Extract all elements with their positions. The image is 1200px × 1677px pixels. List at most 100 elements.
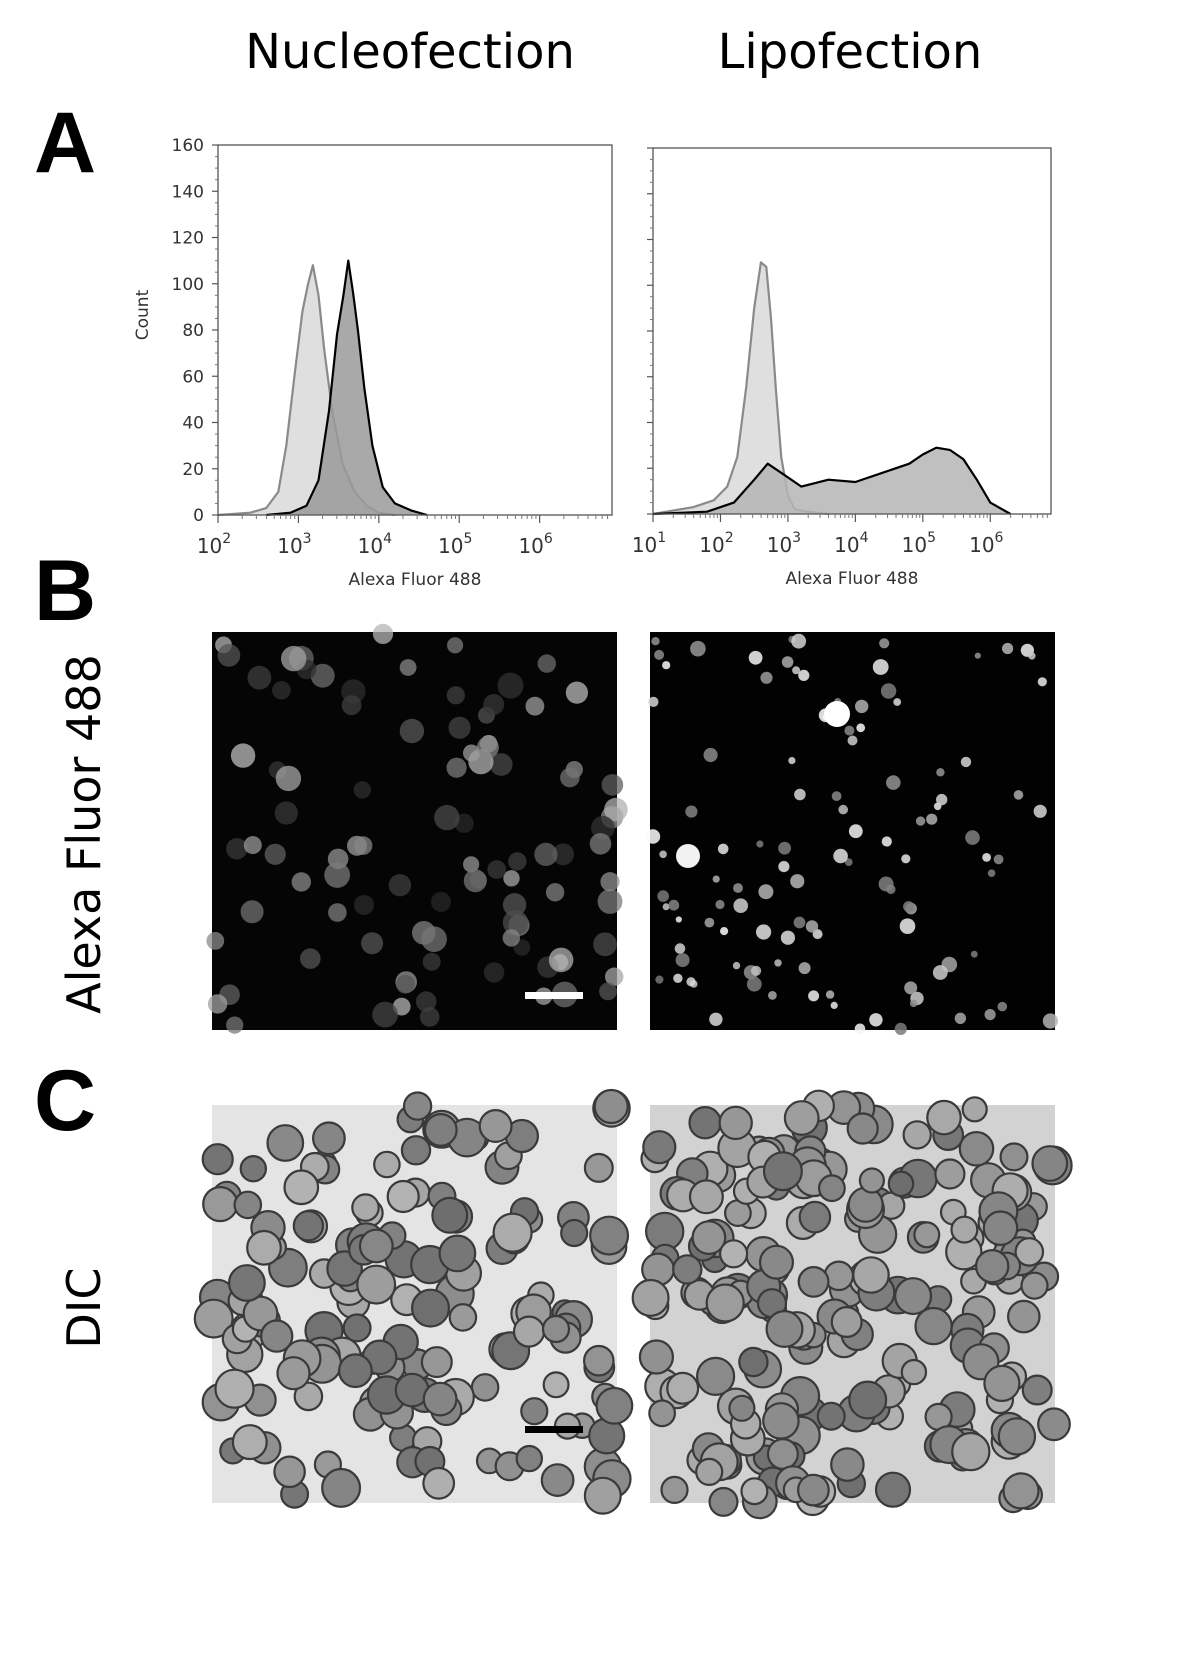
cell bbox=[463, 869, 487, 893]
cell bbox=[703, 747, 718, 763]
cell bbox=[386, 1179, 420, 1214]
fluorescence-image-nucleofection bbox=[206, 623, 628, 1034]
cell bbox=[833, 848, 848, 864]
cell bbox=[246, 1229, 282, 1266]
cell bbox=[1031, 1145, 1069, 1182]
cell bbox=[768, 991, 777, 1000]
cell bbox=[893, 698, 902, 706]
cell bbox=[358, 1228, 394, 1264]
cell bbox=[595, 1386, 634, 1425]
x-tick-label: 102 bbox=[197, 531, 231, 558]
y-tick-label: 120 bbox=[172, 229, 204, 249]
cell bbox=[311, 1121, 346, 1156]
cell bbox=[321, 1467, 362, 1508]
cell bbox=[774, 959, 782, 967]
cell bbox=[846, 1112, 879, 1145]
cell bbox=[796, 1473, 830, 1507]
cell bbox=[631, 1278, 670, 1317]
cell bbox=[324, 862, 351, 888]
cell bbox=[421, 926, 447, 952]
cell bbox=[642, 1130, 677, 1165]
histogram-nucleofection: 0 20 40 60 80 100 120 140 160 102 103 104 105 106 Alex… bbox=[133, 136, 613, 590]
cell bbox=[717, 843, 729, 855]
cell bbox=[1037, 677, 1047, 687]
cell bbox=[831, 791, 842, 801]
cell bbox=[762, 1151, 803, 1192]
cell bbox=[537, 654, 556, 673]
cell bbox=[660, 1475, 689, 1504]
cell bbox=[858, 1167, 885, 1194]
cell bbox=[593, 932, 617, 957]
cell bbox=[415, 991, 437, 1012]
cell bbox=[463, 856, 480, 873]
histogram-area-0 bbox=[218, 265, 395, 515]
cell bbox=[431, 1196, 469, 1234]
x-tick-label: 105 bbox=[902, 530, 936, 557]
cell bbox=[902, 1120, 932, 1150]
cell bbox=[552, 843, 574, 866]
cell bbox=[856, 723, 866, 733]
histogram-lipofection: 101 102 103 104 105 106 Alexa Fluor 488 bbox=[632, 147, 1052, 589]
cell bbox=[1013, 790, 1024, 800]
cell bbox=[423, 1112, 458, 1147]
cell bbox=[214, 1368, 255, 1409]
cell bbox=[688, 1106, 722, 1140]
y-tick-label: 20 bbox=[182, 460, 204, 480]
cell bbox=[655, 975, 664, 984]
cell bbox=[293, 1381, 324, 1412]
cell bbox=[431, 891, 451, 912]
cell bbox=[202, 1185, 239, 1223]
cell bbox=[515, 1444, 543, 1473]
cell bbox=[402, 1091, 433, 1121]
row-label-dic: DIC bbox=[57, 1267, 111, 1349]
cell bbox=[483, 694, 505, 715]
histogram-line-1 bbox=[266, 259, 428, 517]
cell bbox=[231, 1424, 268, 1461]
cell bbox=[542, 1371, 570, 1399]
cell bbox=[1020, 1271, 1049, 1300]
cell bbox=[419, 1007, 440, 1027]
y-tick-label: 40 bbox=[182, 414, 204, 434]
cell bbox=[483, 962, 505, 983]
cell bbox=[903, 901, 915, 913]
cell bbox=[879, 638, 890, 649]
cell bbox=[354, 895, 374, 915]
cell bbox=[816, 1401, 846, 1431]
cell bbox=[997, 1417, 1037, 1456]
cell bbox=[708, 1486, 739, 1517]
cell bbox=[654, 649, 665, 660]
y-tick-label: 100 bbox=[172, 275, 204, 295]
cell bbox=[648, 696, 659, 707]
cell bbox=[695, 1457, 724, 1486]
cell bbox=[272, 681, 291, 700]
cell bbox=[274, 801, 298, 825]
x-tick-label: 103 bbox=[277, 531, 311, 558]
cell bbox=[337, 1353, 373, 1389]
cell bbox=[954, 1012, 967, 1024]
bright-cell bbox=[824, 701, 850, 727]
cell bbox=[847, 1186, 884, 1223]
cell bbox=[766, 1438, 799, 1471]
cell bbox=[830, 1001, 838, 1009]
cell bbox=[1033, 804, 1047, 818]
column-title-nucleofection: Nucleofection bbox=[245, 24, 575, 80]
cell bbox=[951, 1431, 991, 1472]
cell bbox=[226, 838, 248, 860]
cell bbox=[502, 893, 527, 917]
cell bbox=[388, 874, 412, 897]
cell bbox=[712, 875, 720, 883]
cell bbox=[651, 637, 660, 646]
cell bbox=[999, 1142, 1029, 1172]
cell bbox=[448, 716, 471, 739]
cell bbox=[560, 767, 580, 788]
cell bbox=[825, 990, 835, 999]
cell bbox=[783, 1100, 820, 1136]
cell bbox=[718, 1239, 749, 1269]
cell bbox=[805, 920, 819, 933]
cell bbox=[259, 1319, 294, 1353]
cell bbox=[852, 1256, 890, 1294]
cell bbox=[659, 850, 667, 859]
cell bbox=[657, 890, 669, 902]
cell bbox=[508, 852, 527, 871]
cell bbox=[463, 744, 480, 762]
